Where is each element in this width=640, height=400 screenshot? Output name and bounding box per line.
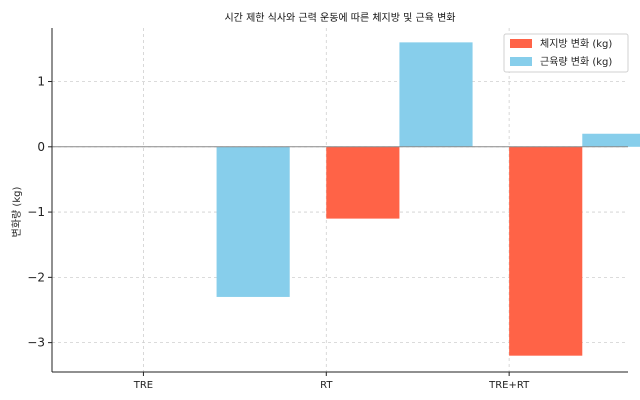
y-tick-label: 0 [37,140,45,154]
chart-title: 시간 제한 식사와 근력 운동에 따른 체지방 및 근육 변화 [224,12,455,24]
axes: 1 0 −1 −2 −3 TRE RT TRE+RT [27,28,628,391]
legend-label-muscle: 근육량 변화 (kg) [540,56,612,68]
bar [326,146,400,219]
y-tick-label: 1 [37,75,45,89]
bar [216,146,290,297]
y-axis-label: 변화량 (kg) [11,187,23,238]
legend-box [503,33,629,73]
bars [216,42,640,356]
y-tick-label: −2 [27,270,45,284]
bar [399,42,473,147]
bar [582,133,640,147]
x-tick-label: TRE+RT [488,380,530,391]
legend-swatch-fat [510,39,532,48]
legend-label-fat: 체지방 변화 (kg) [540,38,612,50]
bar [509,146,583,356]
x-tick-label: TRE [133,380,153,391]
y-tick-label: −3 [27,336,45,350]
y-tick-label: −1 [27,205,45,219]
legend-swatch-muscle [510,57,532,66]
x-tick-label: RT [320,380,333,391]
legend: 체지방 변화 (kg) 근육량 변화 (kg) [503,33,629,73]
